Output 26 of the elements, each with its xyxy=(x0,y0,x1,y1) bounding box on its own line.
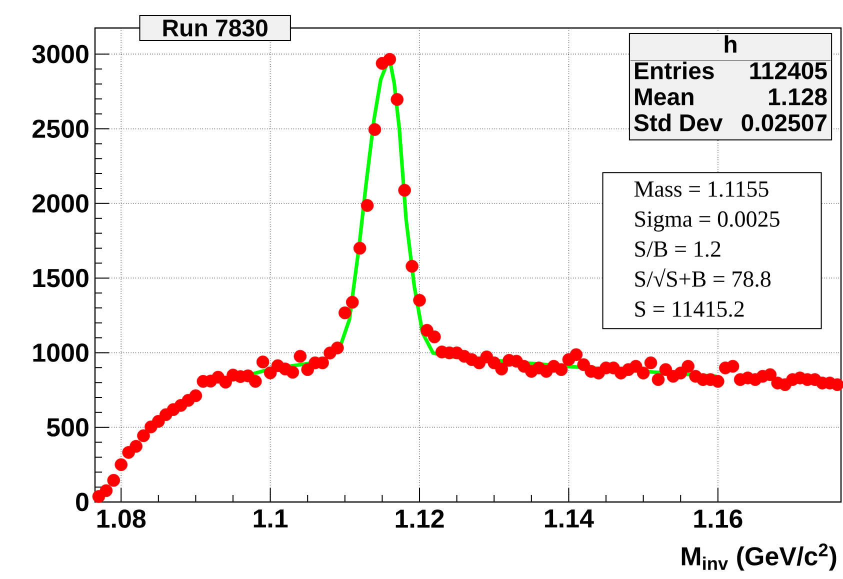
annotation: 112405 xyxy=(750,62,827,80)
y-tick-label: 3000 xyxy=(32,44,88,64)
annotation: Entries xyxy=(635,62,714,80)
annotation: Sigma = 0.0025 xyxy=(635,211,780,232)
annotation: Std Dev xyxy=(634,114,723,132)
annotation: h xyxy=(724,35,736,53)
annotation: S/√S+B = 78.8 xyxy=(635,268,771,287)
annotation: S = 11415.2 xyxy=(635,301,744,317)
x-tick-label: 1.1 xyxy=(254,510,288,528)
y-tick-label: 1500 xyxy=(33,268,88,288)
x-tick-label: 1.08 xyxy=(97,510,146,528)
annotation: Mass = 1.1155 xyxy=(634,181,768,197)
x-tick-label: 1.14 xyxy=(545,510,594,528)
x-tick-label: 1.16 xyxy=(694,510,742,528)
y-tick-label: 1000 xyxy=(33,344,88,362)
annotation: 0.02507 xyxy=(742,114,826,132)
chart-title: Run 7830 xyxy=(163,19,268,37)
annotation: 1.128 xyxy=(769,88,827,106)
y-tick-label: 500 xyxy=(46,418,88,437)
annotation: S/B = 1.2 xyxy=(635,241,720,257)
x-axis-title: M$_{inv}$ (GeV/c$^{2}$) xyxy=(682,544,836,571)
y-tick-label: 0 xyxy=(76,492,88,512)
annotation: Mean xyxy=(635,88,694,106)
y-tick-label: 2500 xyxy=(32,120,88,138)
y-tick-label: 2000 xyxy=(32,194,88,213)
x-tick-label: 1.12 xyxy=(396,510,444,528)
